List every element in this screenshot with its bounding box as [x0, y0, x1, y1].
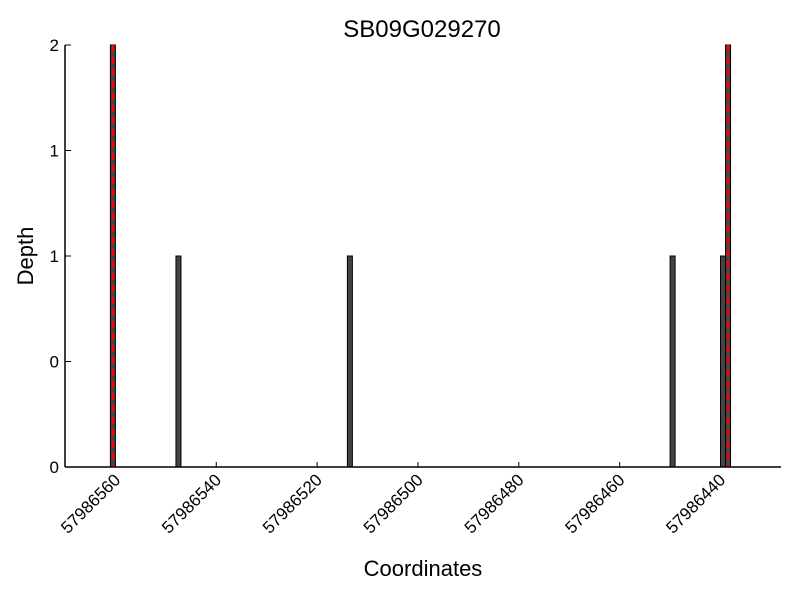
- x-tick-label: 57986540: [158, 470, 225, 537]
- depth-bar: [720, 255, 727, 468]
- highlight-lines: [111, 45, 730, 467]
- x-axis-label: Coordinates: [364, 556, 483, 581]
- chart-title: SB09G029270: [343, 16, 500, 43]
- depth-bar: [346, 255, 353, 468]
- x-tick-label: 57986520: [259, 470, 326, 537]
- y-axis-label: Depth: [13, 227, 38, 286]
- y-tick-label: 0: [50, 458, 59, 477]
- y-tick-label: 2: [50, 36, 59, 55]
- x-tick-label: 57986560: [57, 470, 124, 537]
- y-tick-label: 1: [50, 247, 59, 266]
- y-tick-label: 1: [50, 142, 59, 161]
- x-tick-label: 57986480: [461, 470, 528, 537]
- depth-bar: [175, 255, 182, 468]
- depth-bar: [669, 255, 676, 468]
- y-tick-label: 0: [50, 353, 59, 372]
- bars-group: [109, 44, 732, 468]
- x-tick-label: 57986460: [562, 470, 629, 537]
- x-tick-label: 57986500: [360, 470, 427, 537]
- x-tick-label: 57986440: [662, 470, 729, 537]
